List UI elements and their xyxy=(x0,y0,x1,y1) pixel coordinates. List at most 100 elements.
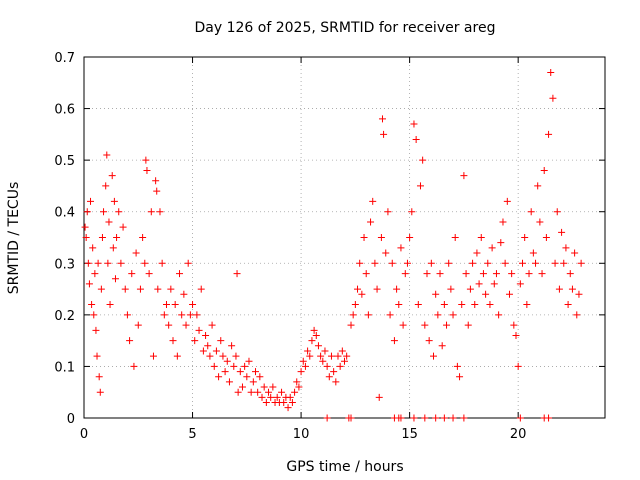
data-point xyxy=(319,357,327,365)
data-point xyxy=(204,342,212,350)
data-point xyxy=(354,285,362,293)
data-point xyxy=(553,208,561,216)
data-point xyxy=(321,347,329,355)
data-point xyxy=(119,223,127,231)
data-point xyxy=(430,352,438,360)
data-point xyxy=(256,373,264,381)
data-point xyxy=(223,357,231,365)
data-point xyxy=(495,311,503,319)
data-point xyxy=(532,259,540,267)
data-point xyxy=(351,301,359,309)
data-point xyxy=(397,414,405,422)
data-point xyxy=(306,352,314,360)
data-point xyxy=(280,399,288,407)
data-point xyxy=(221,368,229,376)
data-point xyxy=(466,285,474,293)
data-point xyxy=(197,285,205,293)
data-point xyxy=(512,331,520,339)
data-point xyxy=(186,311,194,319)
data-point xyxy=(139,234,147,241)
data-point xyxy=(338,347,346,355)
data-point xyxy=(571,249,579,257)
data-point xyxy=(378,115,386,123)
data-point xyxy=(243,373,251,381)
data-point xyxy=(540,166,548,174)
data-point xyxy=(462,270,470,278)
data-point xyxy=(440,414,448,422)
data-point xyxy=(427,259,435,267)
data-point xyxy=(486,301,494,309)
data-point xyxy=(386,311,394,319)
data-point xyxy=(245,357,253,365)
data-point xyxy=(393,285,401,293)
data-point xyxy=(362,270,370,278)
data-point xyxy=(84,259,92,267)
data-point xyxy=(568,285,576,293)
data-point xyxy=(460,172,468,180)
data-point xyxy=(233,270,241,278)
data-point xyxy=(149,352,157,360)
data-point xyxy=(314,342,322,350)
data-point xyxy=(412,136,420,144)
data-point xyxy=(406,234,414,241)
data-point xyxy=(189,301,197,309)
data-point xyxy=(191,337,199,345)
data-point xyxy=(443,321,451,329)
data-point xyxy=(549,94,557,102)
data-point xyxy=(184,259,192,267)
data-point xyxy=(173,352,181,360)
data-point xyxy=(291,388,299,396)
data-point xyxy=(105,218,113,226)
data-point xyxy=(228,342,236,350)
data-point xyxy=(215,373,223,381)
data-point xyxy=(169,337,177,345)
data-point xyxy=(165,321,173,329)
data-point xyxy=(269,383,277,391)
data-point xyxy=(490,280,498,288)
data-point xyxy=(373,285,381,293)
data-point xyxy=(154,285,162,293)
data-point xyxy=(94,259,102,267)
x-axis: 0 5 10 15 20 xyxy=(80,57,526,442)
data-point xyxy=(341,357,348,365)
y-tick-label: 0.3 xyxy=(54,257,75,272)
data-point xyxy=(458,301,466,309)
data-point xyxy=(505,290,513,298)
data-point xyxy=(434,311,442,319)
data-point xyxy=(110,197,118,205)
data-point xyxy=(104,259,112,267)
data-point xyxy=(575,290,583,298)
data-points xyxy=(81,68,585,422)
data-point xyxy=(390,337,398,345)
data-point xyxy=(440,301,448,309)
data-point xyxy=(258,393,266,401)
data-point xyxy=(195,326,203,334)
data-point xyxy=(419,156,427,164)
y-tick-label: 0.6 xyxy=(54,103,75,118)
data-point xyxy=(401,270,409,278)
chart-title: Day 126 of 2025, SRMTID for receiver are… xyxy=(195,20,496,36)
data-point xyxy=(293,378,301,386)
data-point xyxy=(206,352,214,360)
data-point xyxy=(521,234,529,241)
x-tick-label: 15 xyxy=(401,427,418,442)
data-point xyxy=(145,270,153,278)
data-point xyxy=(238,383,246,391)
data-point xyxy=(456,373,464,381)
data-point xyxy=(85,280,93,288)
data-point xyxy=(108,172,116,180)
data-point xyxy=(447,285,455,293)
data-point xyxy=(547,68,555,76)
data-point xyxy=(564,301,572,309)
data-point xyxy=(217,337,225,345)
data-point xyxy=(273,393,281,401)
data-point xyxy=(510,321,518,329)
data-point xyxy=(410,414,418,422)
y-tick-label: 0.7 xyxy=(54,51,75,66)
data-point xyxy=(96,388,104,396)
data-point xyxy=(295,383,303,391)
y-tick-label: 0.4 xyxy=(54,206,75,221)
data-point xyxy=(254,388,262,396)
data-point xyxy=(453,362,461,370)
